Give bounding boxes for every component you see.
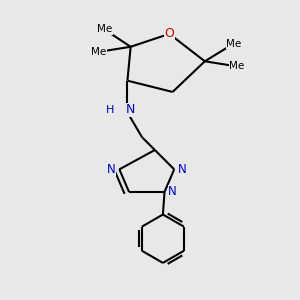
Text: N: N: [178, 163, 187, 176]
Text: Me: Me: [97, 24, 112, 34]
Text: N: N: [126, 103, 135, 116]
Text: H: H: [106, 105, 114, 115]
Text: O: O: [164, 27, 174, 40]
Text: N: N: [168, 185, 177, 198]
Text: Me: Me: [91, 46, 106, 57]
Text: Me: Me: [226, 38, 242, 49]
Text: N: N: [107, 163, 116, 176]
Text: Me: Me: [230, 61, 245, 71]
